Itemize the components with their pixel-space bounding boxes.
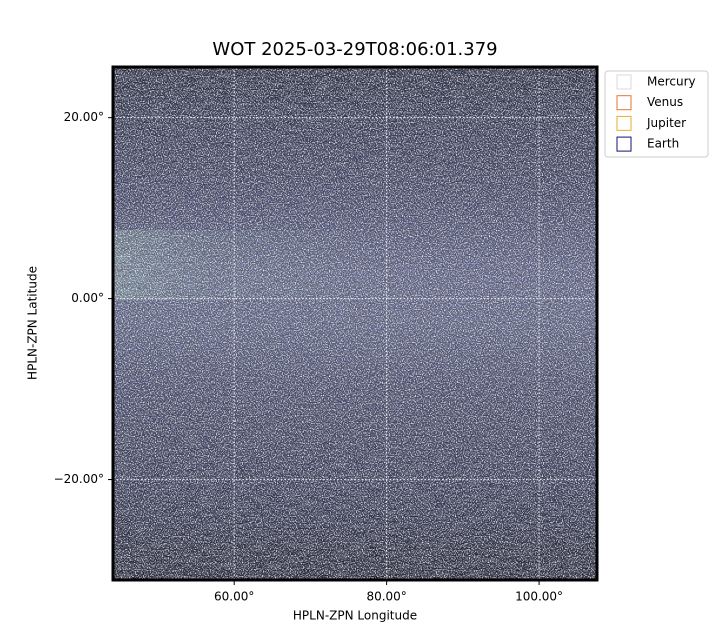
legend-swatch <box>616 74 632 90</box>
legend-label: Jupiter <box>646 116 686 130</box>
axes-frame <box>111 65 599 582</box>
legend-swatch <box>616 115 632 131</box>
y-tick-label: 0.00° <box>71 291 104 305</box>
legend-swatch <box>616 136 632 152</box>
y-tick-label: 20.00° <box>64 110 104 124</box>
grid <box>113 67 597 580</box>
chart-title: WOT 2025-03-29T08:06:01.379 <box>212 39 497 60</box>
x-tick-label: 100.00° <box>515 590 563 604</box>
y-axis-label: HPLN-ZPN Latitude <box>26 266 40 380</box>
x-axis-label: HPLN-ZPN Longitude <box>293 609 417 623</box>
legend-label: Mercury <box>647 75 696 89</box>
image <box>113 67 597 580</box>
y-tick-label: −20.00° <box>54 472 104 486</box>
x-tick-label: 60.00° <box>214 590 254 604</box>
legend-label: Venus <box>647 95 683 109</box>
legend <box>604 70 709 158</box>
x-tick-label: 80.00° <box>366 590 406 604</box>
legend-swatch <box>616 95 632 111</box>
legend-label: Earth <box>647 137 679 151</box>
